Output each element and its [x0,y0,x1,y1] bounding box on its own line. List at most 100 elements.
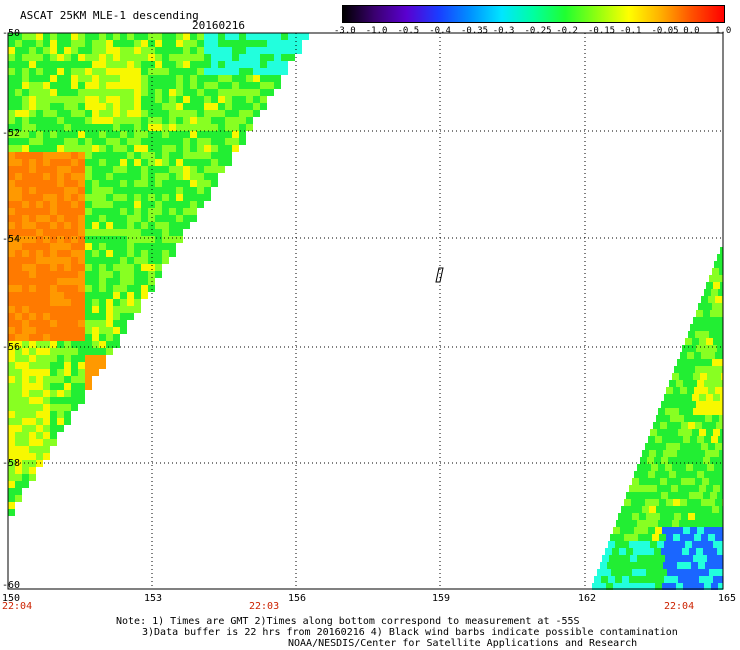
swath-cell [43,390,50,397]
swath-cell [78,285,85,292]
swath-cell [113,33,120,40]
swath-cell [225,68,232,75]
swath-cell [78,110,85,117]
swath-cell [642,506,649,513]
swath-cell [99,68,106,75]
swath-cell [71,96,78,103]
swath-cell [677,415,684,422]
swath-cell [710,548,717,555]
swath-cell [708,387,715,394]
swath-cell [663,415,670,422]
swath-cell [127,236,134,243]
swath-cell [36,131,43,138]
swath-cell [709,366,716,373]
swath-cell [78,243,85,250]
swath-cell [71,187,78,194]
swath-cell [29,404,36,411]
swath-cell [43,313,50,320]
swath-cell [29,208,36,215]
swath-cell [684,359,691,366]
swath-cell [36,33,43,40]
swath-cell [681,422,688,429]
swath-cell [672,373,679,380]
swath-cell [8,194,15,201]
swath-cell [204,110,211,117]
swath-cell [120,187,127,194]
swath-cell [113,187,120,194]
swath-cell [36,68,43,75]
swath-cell [676,471,683,478]
swath-cell [113,173,120,180]
swath-cell [633,492,640,499]
swath-cell [644,520,651,527]
swath-cell [176,173,183,180]
swath-cell [22,208,29,215]
swath-cell [218,54,225,61]
swath-cell [99,82,106,89]
swath-cell [681,366,688,373]
swath-cell [43,82,50,89]
swath-cell [15,313,22,320]
swath-cell [190,145,197,152]
swath-cell [673,534,680,541]
swath-cell [721,464,723,471]
swath-cell [721,520,723,527]
swath-cell [654,457,661,464]
swath-cell [701,296,708,303]
swath-cell [716,569,723,576]
swath-cell [618,513,625,520]
swath-cell [190,110,197,117]
swath-cell [651,520,658,527]
swath-cell [211,61,218,68]
swath-cell [134,215,141,222]
swath-cell [85,257,92,264]
swath-cell [141,110,148,117]
lat-label-58: -58 [2,458,21,469]
swath-cell [646,478,653,485]
swath-cell [120,96,127,103]
swath-cell [85,341,92,348]
swath-cell [625,513,632,520]
swath-cell [64,292,71,299]
swath-cell [141,138,148,145]
swath-cell [36,348,43,355]
swath-cell [704,527,711,534]
swath-cell [120,145,127,152]
swath-cell [99,292,106,299]
swath-cell [680,534,687,541]
swath-cell [8,341,15,348]
swath-cell [36,152,43,159]
swath-cell [29,467,36,474]
swath-cell [43,306,50,313]
swath-cell [169,236,176,243]
swath-cell [57,292,64,299]
swath-cell [99,61,106,68]
swath-cell [85,180,92,187]
swath-cell [197,82,204,89]
swath-cell [22,131,29,138]
note-line-2: 3)Data buffer is 22 hrs from 20160216 4)… [142,627,678,638]
swath-cell [50,348,57,355]
swath-cell [658,520,665,527]
swath-cell [232,131,239,138]
swath-cell [78,54,85,61]
swath-cell [36,187,43,194]
swath-cell [43,271,50,278]
swath-cell [106,187,113,194]
swath-cell [8,439,15,446]
swath-cell [64,243,71,250]
swath-cell [668,492,675,499]
swath-cell [92,159,99,166]
swath-cell [679,464,686,471]
swath-cell [15,54,22,61]
swath-cell [64,222,71,229]
swath-cell [183,138,190,145]
swath-cell [700,520,707,527]
swath-cell [679,408,686,415]
swath-cell [57,397,64,404]
swath-cell [29,418,36,425]
swath-cell [609,555,616,562]
swath-cell [134,96,141,103]
swath-cell [707,520,714,527]
swath-cell [8,460,15,467]
